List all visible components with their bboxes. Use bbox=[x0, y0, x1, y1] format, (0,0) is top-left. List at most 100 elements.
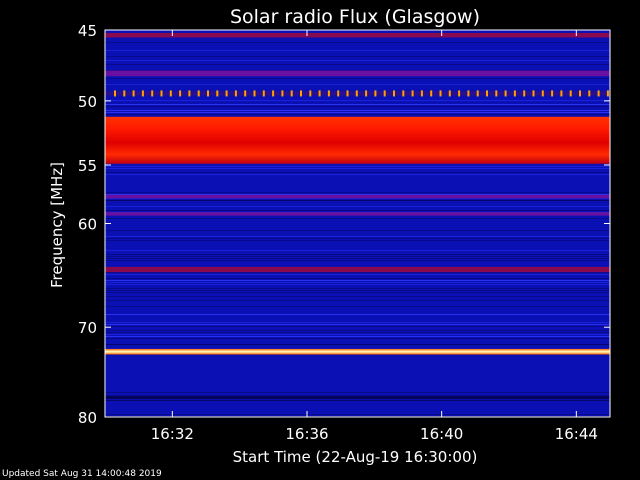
chart-title: Solar radio Flux (Glasgow) bbox=[230, 6, 480, 28]
interference-spike bbox=[532, 90, 535, 97]
noise-stripe bbox=[105, 210, 610, 211]
noise-stripe bbox=[105, 392, 610, 393]
interference-spike bbox=[486, 90, 488, 97]
noise-stripe bbox=[105, 174, 610, 175]
plot-area bbox=[104, 29, 611, 418]
noise-stripe bbox=[105, 218, 610, 219]
interference-spike bbox=[374, 90, 377, 97]
noise-stripe bbox=[105, 166, 610, 167]
noise-stripe bbox=[105, 230, 610, 231]
interference-spike bbox=[179, 90, 182, 97]
noise-stripe bbox=[105, 240, 610, 241]
noise-stripe bbox=[105, 300, 610, 301]
noise-stripe bbox=[105, 326, 610, 327]
noise-stripe bbox=[105, 334, 610, 335]
interference-spike bbox=[430, 90, 433, 97]
interference-spike bbox=[123, 90, 126, 97]
interference-spike bbox=[579, 90, 581, 97]
noise-stripe bbox=[105, 250, 610, 251]
noise-stripe bbox=[105, 400, 610, 401]
interference-spike bbox=[504, 90, 507, 97]
noise-stripe bbox=[105, 324, 610, 325]
noise-stripe bbox=[105, 84, 610, 85]
band-purple bbox=[105, 212, 610, 216]
noise-stripe bbox=[105, 206, 610, 207]
y-tick-label: 55 bbox=[78, 157, 97, 175]
band-peak bbox=[105, 348, 610, 355]
noise-stripe bbox=[105, 306, 610, 307]
noise-stripe bbox=[105, 172, 610, 173]
noise-stripe bbox=[105, 354, 610, 355]
interference-spike bbox=[337, 90, 340, 97]
updated-timestamp: Updated Sat Aug 31 14:00:48 2019 bbox=[2, 469, 162, 479]
noise-stripe bbox=[105, 290, 610, 291]
interference-spike bbox=[606, 90, 609, 97]
interference-spike bbox=[402, 90, 405, 97]
noise-stripe bbox=[105, 78, 610, 79]
interference-spike bbox=[365, 90, 368, 97]
interference-spike bbox=[290, 90, 293, 97]
noise-stripe bbox=[105, 258, 610, 259]
interference-spike bbox=[281, 90, 284, 97]
noise-stripe bbox=[105, 50, 610, 51]
interference-spike bbox=[346, 90, 349, 97]
interference-spike bbox=[141, 90, 144, 97]
interference-spike bbox=[216, 90, 219, 97]
noise-stripe bbox=[105, 296, 610, 297]
noise-stripe bbox=[105, 200, 610, 201]
noise-stripe bbox=[105, 330, 610, 331]
noise-stripe bbox=[105, 106, 610, 107]
noise-stripe bbox=[105, 260, 610, 261]
noise-stripe bbox=[105, 114, 610, 115]
noise-stripe bbox=[105, 280, 610, 281]
interference-spike bbox=[244, 90, 247, 97]
interference-spike bbox=[327, 90, 330, 97]
noise-stripe bbox=[105, 238, 610, 239]
y-axis: 45 50 55 60 70 80 bbox=[78, 22, 610, 427]
noise-stripe bbox=[105, 60, 610, 61]
noise-stripe bbox=[105, 104, 610, 105]
noise-stripe bbox=[105, 192, 610, 193]
noise-stripe bbox=[105, 168, 610, 169]
interference-spike bbox=[495, 90, 498, 97]
band-dark bbox=[105, 395, 610, 400]
interference-spike bbox=[253, 90, 256, 97]
y-tick-label: 80 bbox=[78, 409, 97, 427]
band-dark-red bbox=[105, 266, 610, 273]
interference-spike bbox=[309, 90, 312, 97]
noise-stripe bbox=[105, 110, 610, 111]
noise-stripe bbox=[105, 414, 610, 415]
y-axis-label: Frequency [MHz] bbox=[48, 162, 66, 288]
noise-stripe bbox=[105, 288, 610, 289]
interference-spike bbox=[588, 90, 591, 97]
noise-stripe bbox=[105, 344, 610, 345]
noise-stripe bbox=[105, 272, 610, 273]
interference-spike bbox=[234, 90, 237, 97]
interference-spike bbox=[448, 90, 451, 97]
interference-spike bbox=[420, 90, 423, 97]
interference-spike bbox=[411, 90, 414, 97]
x-axis-label: Start Time (22-Aug-19 16:30:00) bbox=[233, 448, 478, 466]
noise-stripe bbox=[105, 64, 610, 65]
noise-stripe bbox=[105, 284, 610, 285]
interference-spike bbox=[523, 90, 526, 97]
interference-spike bbox=[393, 90, 395, 97]
interference-spike bbox=[151, 90, 154, 97]
interference-spike bbox=[569, 90, 572, 97]
noise-stripe bbox=[105, 274, 610, 275]
interference-spike bbox=[541, 90, 544, 97]
interference-spike bbox=[272, 90, 275, 97]
noise-stripe bbox=[105, 332, 610, 333]
interference-spike bbox=[597, 90, 600, 97]
interference-spike bbox=[262, 90, 265, 97]
noise-stripe bbox=[105, 70, 610, 71]
noise-stripe bbox=[105, 292, 610, 293]
band-purple bbox=[105, 194, 610, 199]
noise-stripe bbox=[105, 314, 610, 315]
y-tick-label: 50 bbox=[78, 93, 97, 111]
interference-spike bbox=[114, 90, 116, 97]
band-dark-red bbox=[105, 32, 610, 38]
interference-spike bbox=[355, 90, 358, 97]
plot-background bbox=[105, 30, 610, 417]
interference-spike bbox=[476, 90, 479, 97]
